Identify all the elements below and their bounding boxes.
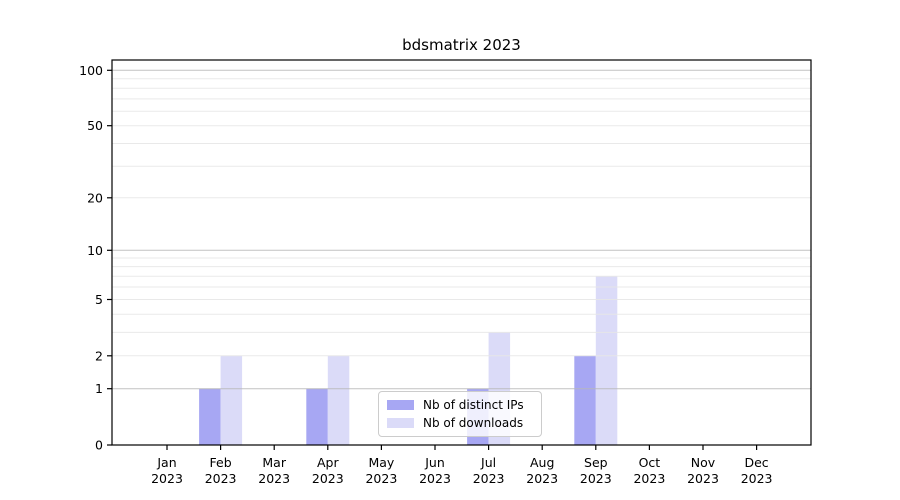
chart-title: bdsmatrix 2023 <box>402 36 521 54</box>
x-tick-label-jul: Jul 2023 <box>473 455 505 486</box>
y-tick-label: 5 <box>95 292 103 307</box>
y-tick-label: 10 <box>87 243 103 258</box>
y-tick-label: 0 <box>95 438 103 453</box>
y-tick-label: 50 <box>87 118 103 133</box>
legend-swatch-distinct-ips <box>387 400 414 410</box>
y-tick-label: 1 <box>95 381 103 396</box>
y-tick-label: 2 <box>95 348 103 363</box>
bar-distinct-ips-apr <box>306 388 328 445</box>
bar-downloads-sep <box>595 276 618 445</box>
legend: Nb of distinct IPs Nb of downloads <box>378 391 542 437</box>
bar-downloads-feb <box>220 355 243 445</box>
plot-border <box>111 59 812 446</box>
legend-item-downloads: Nb of downloads <box>387 416 535 430</box>
x-tick-label-oct: Oct 2023 <box>633 455 665 486</box>
x-tick-label-aug: Aug 2023 <box>526 455 558 486</box>
legend-label-downloads: Nb of downloads <box>423 416 524 430</box>
x-tick-label-may: May 2023 <box>365 455 397 486</box>
x-tick-label-jun: Jun 2023 <box>419 455 451 486</box>
x-tick-label-nov: Nov 2023 <box>687 455 719 486</box>
legend-swatch-downloads <box>387 418 414 428</box>
x-tick-label-jan: Jan 2023 <box>151 455 183 486</box>
y-tick-label: 100 <box>79 63 103 78</box>
x-tick-label-mar: Mar 2023 <box>258 455 290 486</box>
legend-item-distinct-ips: Nb of distinct IPs <box>387 398 535 412</box>
x-tick-label-apr: Apr 2023 <box>312 455 344 486</box>
x-tick-label-feb: Feb 2023 <box>205 455 237 486</box>
bar-distinct-ips-sep <box>574 355 596 445</box>
bar-distinct-ips-feb <box>199 388 221 445</box>
y-tick-label: 20 <box>87 190 103 205</box>
legend-label-distinct-ips: Nb of distinct IPs <box>423 398 524 412</box>
x-tick-label-dec: Dec 2023 <box>741 455 773 486</box>
bar-downloads-apr <box>327 355 350 445</box>
x-tick-label-sep: Sep 2023 <box>580 455 612 486</box>
